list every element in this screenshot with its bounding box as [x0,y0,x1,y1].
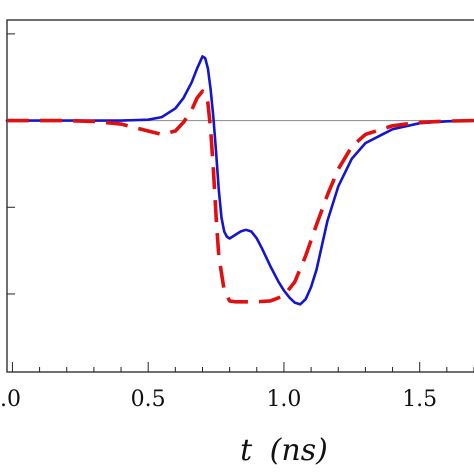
x-tick-label: 1.0 [266,387,301,412]
plot-frame [6,19,474,373]
x-axis-title-unit: (ns) [270,433,328,468]
plot-border [6,19,474,373]
series-line-2 [7,89,474,304]
x-axis-title: t (ns) [240,433,328,468]
series-group [5,55,474,306]
x-axis-title-var: t [240,433,253,468]
tick-labels-group: .0 0.5 1.0 1.5 [0,387,437,412]
x-tick-label: .0 [0,387,21,412]
x-tick-label: 1.5 [402,387,437,412]
x-tick-label: 0.5 [131,387,166,412]
series-line-1 [5,55,474,306]
ticks-group [7,33,474,372]
